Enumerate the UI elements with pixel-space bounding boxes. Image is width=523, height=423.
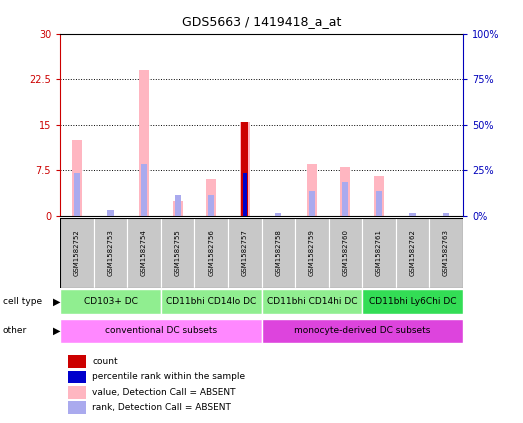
Text: GSM1582759: GSM1582759 (309, 229, 315, 276)
Bar (68, 401, 86, 414)
Text: GDS5663 / 1419418_a_at: GDS5663 / 1419418_a_at (182, 15, 341, 28)
Bar (228, 218, 262, 288)
Text: GSM1582763: GSM1582763 (443, 229, 449, 276)
Bar (195, 218, 228, 288)
Bar (94, 218, 127, 288)
Bar (262, 218, 295, 288)
Text: GSM1582754: GSM1582754 (141, 229, 147, 276)
Bar (68, 386, 86, 398)
Text: rank, Detection Call = ABSENT: rank, Detection Call = ABSENT (93, 403, 231, 412)
Bar (139, 70, 149, 216)
Bar (107, 210, 113, 216)
Bar (362, 289, 463, 314)
Bar (443, 213, 449, 216)
Bar (376, 192, 382, 216)
Text: ▶: ▶ (53, 326, 60, 336)
Bar (262, 319, 463, 343)
Text: CD11bhi CD14hi DC: CD11bhi CD14hi DC (267, 297, 357, 306)
Bar (68, 355, 86, 368)
Text: value, Detection Call = ABSENT: value, Detection Call = ABSENT (93, 388, 236, 397)
Bar (242, 173, 248, 216)
Bar (206, 179, 216, 216)
Text: GSM1582756: GSM1582756 (208, 229, 214, 276)
Bar (60, 218, 94, 288)
Bar (340, 167, 350, 216)
Bar (208, 195, 214, 216)
Text: cell type: cell type (3, 297, 42, 306)
Bar (374, 176, 384, 216)
Text: ▶: ▶ (53, 297, 60, 306)
Bar (243, 173, 247, 216)
Bar (328, 218, 362, 288)
Bar (307, 164, 317, 216)
Text: GSM1582758: GSM1582758 (275, 229, 281, 276)
Bar (68, 371, 86, 383)
Bar (141, 164, 147, 216)
Text: CD103+ DC: CD103+ DC (84, 297, 138, 306)
Text: GSM1582762: GSM1582762 (410, 229, 415, 276)
Text: GSM1582760: GSM1582760 (343, 229, 348, 276)
Bar (240, 122, 250, 216)
Text: monocyte-derived DC subsets: monocyte-derived DC subsets (294, 327, 430, 335)
Bar (161, 289, 262, 314)
Bar (309, 192, 315, 216)
Bar (241, 122, 248, 216)
Text: GSM1582757: GSM1582757 (242, 229, 248, 276)
Bar (396, 218, 429, 288)
Bar (127, 218, 161, 288)
Text: percentile rank within the sample: percentile rank within the sample (93, 372, 245, 382)
Text: GSM1582755: GSM1582755 (175, 229, 180, 276)
Bar (161, 218, 195, 288)
Text: CD11bhi CD14lo DC: CD11bhi CD14lo DC (166, 297, 256, 306)
Bar (343, 182, 348, 216)
Bar (72, 140, 82, 216)
Text: count: count (93, 357, 118, 366)
Bar (60, 289, 161, 314)
Bar (262, 289, 362, 314)
Text: GSM1582752: GSM1582752 (74, 229, 80, 276)
Text: GSM1582761: GSM1582761 (376, 229, 382, 276)
Bar (175, 195, 180, 216)
Bar (173, 201, 183, 216)
Text: other: other (3, 327, 27, 335)
Bar (275, 213, 281, 216)
Bar (74, 173, 80, 216)
Bar (295, 218, 328, 288)
Text: CD11bhi Ly6Chi DC: CD11bhi Ly6Chi DC (369, 297, 456, 306)
Bar (60, 319, 262, 343)
Bar (429, 218, 463, 288)
Text: GSM1582753: GSM1582753 (108, 229, 113, 276)
Bar (410, 213, 416, 216)
Text: conventional DC subsets: conventional DC subsets (105, 327, 217, 335)
Bar (362, 218, 396, 288)
